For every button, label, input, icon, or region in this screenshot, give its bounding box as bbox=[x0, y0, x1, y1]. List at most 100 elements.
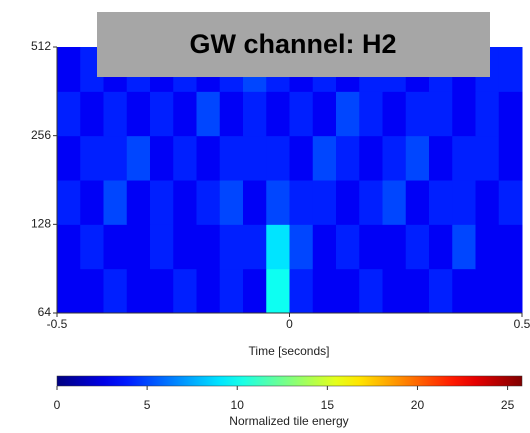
heatmap-cell bbox=[452, 180, 476, 225]
y-tick-label: 64 bbox=[38, 305, 52, 319]
heatmap-cell bbox=[103, 180, 128, 225]
heatmap-cell bbox=[103, 91, 128, 137]
heatmap-cell bbox=[405, 91, 430, 137]
heatmap-cell bbox=[382, 224, 407, 270]
heatmap-cell bbox=[103, 224, 128, 270]
heatmap-cell bbox=[173, 180, 197, 225]
heatmap-cell bbox=[359, 135, 383, 181]
heatmap-cell bbox=[382, 135, 407, 181]
heatmap-cell bbox=[126, 224, 151, 270]
heatmap-cell bbox=[57, 224, 81, 270]
heatmap-cell bbox=[150, 135, 174, 181]
heatmap-cell bbox=[429, 224, 453, 270]
x-tick-label: -0.5 bbox=[47, 317, 68, 331]
heatmap-cell bbox=[289, 224, 314, 270]
heatmap-cell bbox=[475, 268, 500, 314]
heatmap-cell bbox=[80, 268, 104, 314]
heatmap-cell bbox=[126, 91, 151, 137]
heatmap-cell bbox=[405, 268, 430, 314]
heatmap-cell bbox=[289, 268, 314, 314]
heatmap-cell bbox=[80, 180, 104, 225]
heatmap-cell bbox=[57, 47, 81, 92]
heatmap-cell bbox=[498, 47, 523, 92]
heatmap-cell bbox=[103, 135, 128, 181]
heatmap-cell bbox=[336, 135, 360, 181]
heatmap-cell bbox=[498, 180, 523, 225]
colorbar-tick-label: 15 bbox=[321, 398, 335, 412]
heatmap-cell bbox=[150, 224, 174, 270]
heatmap-cell bbox=[243, 91, 267, 137]
heatmap-cell bbox=[266, 135, 290, 181]
heatmap-cell bbox=[405, 135, 430, 181]
heatmap-cell bbox=[126, 180, 151, 225]
heatmap-cell bbox=[452, 135, 476, 181]
colorbar-tick-label: 20 bbox=[411, 398, 425, 412]
heatmap-cell bbox=[150, 91, 174, 137]
heatmap-cell bbox=[336, 224, 360, 270]
heatmap-cell bbox=[312, 224, 337, 270]
heatmap-cell bbox=[196, 91, 221, 137]
colorbar-tick-label: 10 bbox=[231, 398, 245, 412]
chart-title: GW channel: H2 bbox=[189, 29, 396, 59]
heatmap-cell bbox=[498, 268, 523, 314]
heatmap-cell bbox=[312, 135, 337, 181]
colorbar-tick-label: 0 bbox=[54, 398, 61, 412]
heatmap-cell bbox=[173, 224, 197, 270]
heatmap-cell bbox=[498, 91, 523, 137]
heatmap-cell bbox=[243, 180, 267, 225]
heatmap-cell bbox=[196, 268, 221, 314]
heatmap-cell bbox=[103, 268, 128, 314]
heatmap-cell bbox=[452, 91, 476, 137]
colorbar-tick-label: 5 bbox=[144, 398, 151, 412]
x-axis-label: Time [seconds] bbox=[249, 344, 330, 358]
heatmap-cell bbox=[243, 135, 267, 181]
heatmap-cell bbox=[219, 91, 244, 137]
heatmap-cell bbox=[452, 224, 476, 270]
heatmap-cell bbox=[266, 224, 290, 270]
heatmap-cell bbox=[173, 268, 197, 314]
heatmap-cell bbox=[429, 268, 453, 314]
heatmap-cell bbox=[57, 135, 81, 181]
heatmap-cell bbox=[219, 180, 244, 225]
heatmap-cell bbox=[243, 268, 267, 314]
heatmap-cell bbox=[243, 224, 267, 270]
colorbar bbox=[56, 375, 523, 387]
heatmap bbox=[57, 47, 523, 314]
heatmap-cell bbox=[382, 91, 407, 137]
heatmap-cell bbox=[80, 224, 104, 270]
heatmap-cell bbox=[219, 224, 244, 270]
heatmap-cell bbox=[196, 224, 221, 270]
heatmap-cell bbox=[405, 224, 430, 270]
y-tick-label: 128 bbox=[31, 217, 51, 231]
heatmap-cell bbox=[150, 268, 174, 314]
heatmap-cell bbox=[475, 224, 500, 270]
heatmap-cell bbox=[359, 91, 383, 137]
heatmap-cell bbox=[173, 91, 197, 137]
heatmap-cell bbox=[382, 180, 407, 225]
heatmap-cell bbox=[219, 268, 244, 314]
heatmap-cell bbox=[196, 135, 221, 181]
heatmap-cell bbox=[126, 268, 151, 314]
heatmap-cell bbox=[80, 135, 104, 181]
heatmap-cell bbox=[336, 180, 360, 225]
heatmap-cell bbox=[429, 180, 453, 225]
colorbar-label: Normalized tile energy bbox=[229, 414, 348, 428]
heatmap-cell bbox=[80, 91, 104, 137]
heatmap-cell bbox=[475, 91, 500, 137]
heatmap-cell bbox=[289, 91, 314, 137]
heatmap-cell bbox=[266, 91, 290, 137]
heatmap-cell bbox=[475, 135, 500, 181]
heatmap-cell bbox=[359, 180, 383, 225]
y-tick-label: 256 bbox=[31, 128, 51, 142]
heatmap-cell bbox=[336, 91, 360, 137]
title-box bbox=[97, 12, 490, 77]
heatmap-cell bbox=[382, 268, 407, 314]
colorbar-tick-label: 25 bbox=[501, 398, 515, 412]
heatmap-cell bbox=[266, 180, 290, 225]
heatmap-cell bbox=[219, 135, 244, 181]
x-tick-label: 0 bbox=[286, 317, 293, 331]
heatmap-cell bbox=[429, 135, 453, 181]
heatmap-cell bbox=[452, 268, 476, 314]
heatmap-cell bbox=[429, 91, 453, 137]
